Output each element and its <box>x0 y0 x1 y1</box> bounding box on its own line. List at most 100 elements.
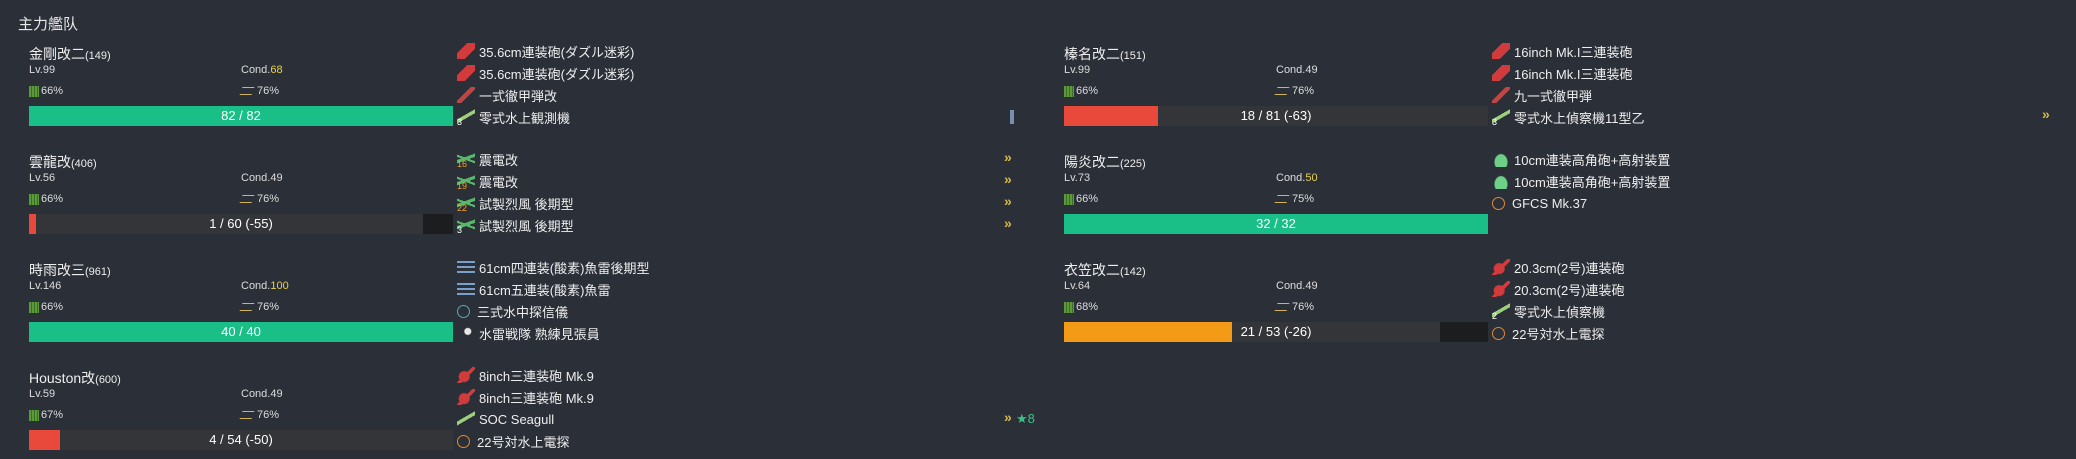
ship-name: Houston改(600) <box>29 370 121 386</box>
ship-level: Lv.56 <box>29 172 56 184</box>
slot-indicator <box>1010 110 1014 124</box>
proficiency-icon: » <box>2042 106 2050 122</box>
fuel-icon <box>1064 85 1074 97</box>
gun-red-icon <box>1492 281 1510 297</box>
equip-item[interactable]: 19 震電改 <box>457 173 519 191</box>
equip-item[interactable]: 3 零式水上偵察機11型乙 <box>1492 109 1645 127</box>
equip-item[interactable]: 20.3cm(2号)連装砲 <box>1492 278 1625 300</box>
aa-gun-icon <box>1492 173 1510 189</box>
equip-item[interactable]: 22号対水上電探 <box>1492 322 1604 344</box>
equip-item[interactable]: 3 試製烈風 後期型 <box>457 217 574 235</box>
hp-bar: 4 / 54 (-50) <box>29 430 453 450</box>
equip-item[interactable]: 22号対水上電探 <box>457 430 569 452</box>
fuel-icon <box>29 193 39 205</box>
equip-item[interactable]: 10cm連装高角砲+高射装置 <box>1492 170 1670 192</box>
fighter-icon: 22 <box>457 195 475 213</box>
fuel-status: 68% <box>1064 301 1098 313</box>
aa-gun-icon <box>1492 151 1510 167</box>
equip-item[interactable]: 61cm四連装(酸素)魚雷後期型 <box>457 256 649 278</box>
equip-item[interactable]: 3 零式水上観測機 <box>457 109 571 127</box>
torpedo-icon <box>457 283 475 295</box>
ammo-status: 76% <box>239 301 279 313</box>
ammo-icon <box>239 411 255 419</box>
ship-cond: Cond.49 <box>241 172 283 184</box>
fighter-icon: 3 <box>457 217 475 235</box>
hp-bar: 21 / 53 (-26) <box>1064 322 1488 342</box>
shell-icon <box>457 87 475 103</box>
proficiency-icon: » <box>1004 409 1012 425</box>
equip-item[interactable]: 16 震電改 <box>457 151 519 169</box>
equip-item[interactable]: 61cm五連装(酸素)魚雷 <box>457 278 610 300</box>
radar-icon <box>457 434 470 448</box>
crew-icon <box>457 325 475 341</box>
fleet-title: 主力艦队 <box>18 16 79 33</box>
ship-card[interactable]: 雲龍改(406) Lv.56 Cond.49 66% 76% 1 / 60 (-… <box>19 152 459 242</box>
equip-item[interactable]: 22 試製烈風 後期型 <box>457 195 574 213</box>
ship-card[interactable]: 時雨改三(961) Lv.146 Cond.100 66% 76% 40 / 4… <box>19 260 459 350</box>
ship-card[interactable]: 榛名改二(151) Lv.99 Cond.49 66% 76% 18 / 81 … <box>1054 44 1494 134</box>
fuel-status: 66% <box>29 85 63 97</box>
ship-level: Lv.73 <box>1064 172 1091 184</box>
shell-icon <box>1492 87 1510 103</box>
hp-bar: 1 / 60 (-55) <box>29 214 453 234</box>
fuel-icon <box>1064 301 1074 313</box>
ammo-icon <box>239 303 255 311</box>
equip-item[interactable]: 16inch Mk.I三連装砲 <box>1492 62 1632 84</box>
fuel-status: 66% <box>1064 85 1098 97</box>
ammo-status: 76% <box>1274 301 1314 313</box>
ship-cond: Cond.49 <box>1276 280 1318 292</box>
equip-item[interactable]: 2 零式水上偵察機 <box>1492 303 1606 321</box>
ship-cond: Cond.50 <box>1276 172 1318 184</box>
hp-bar: 32 / 32 <box>1064 214 1488 234</box>
equip-item[interactable]: 一式徹甲弾改 <box>457 84 557 106</box>
hp-bar: 40 / 40 <box>29 322 453 342</box>
fighter-icon: 16 <box>457 151 475 169</box>
equip-item[interactable]: 三式水中探信儀 <box>457 300 568 322</box>
ship-cond: Cond.68 <box>241 64 283 76</box>
equip-item[interactable]: 35.6cm連装砲(ダズル迷彩) <box>457 40 634 62</box>
equip-item[interactable]: 8inch三連装砲 Mk.9 <box>457 364 594 386</box>
ship-card[interactable]: 衣笠改二(142) Lv.64 Cond.49 68% 76% 21 / 53 … <box>1054 260 1494 350</box>
gun-red-icon <box>1492 65 1510 81</box>
ship-name: 金剛改二(149) <box>29 46 111 62</box>
ammo-status: 75% <box>1274 193 1314 205</box>
gun-red-icon <box>457 367 475 383</box>
fuel-icon <box>29 85 39 97</box>
sonar-icon <box>457 304 470 318</box>
fuel-status: 66% <box>29 301 63 313</box>
ammo-icon <box>239 195 255 203</box>
ship-name: 雲龍改(406) <box>29 154 97 170</box>
ship-name: 時雨改三(961) <box>29 262 111 278</box>
equip-item[interactable]: 35.6cm連装砲(ダズル迷彩) <box>457 62 634 84</box>
ship-cond: Cond.49 <box>241 388 283 400</box>
equip-item[interactable]: 16inch Mk.I三連装砲 <box>1492 40 1632 62</box>
torpedo-icon <box>457 261 475 273</box>
ship-level: Lv.59 <box>29 388 56 400</box>
equip-item[interactable]: GFCS Mk.37 <box>1492 192 1587 214</box>
radar-icon <box>1492 196 1505 210</box>
equip-item[interactable]: 九一式徹甲弾 <box>1492 84 1592 106</box>
seaplane-icon: 3 <box>1492 109 1510 127</box>
equip-item[interactable]: SOC Seagull <box>457 408 554 430</box>
ship-level: Lv.146 <box>29 280 62 292</box>
equip-item[interactable]: 20.3cm(2号)連装砲 <box>1492 256 1625 278</box>
ammo-status: 76% <box>1274 85 1314 97</box>
seaplane-icon: 3 <box>457 109 475 127</box>
ship-cond: Cond.49 <box>1276 64 1318 76</box>
fuel-status: 66% <box>29 193 63 205</box>
fighter-icon: 19 <box>457 173 475 191</box>
gun-red-icon <box>1492 43 1510 59</box>
equip-item[interactable]: 水雷戦隊 熟練見張員 <box>457 322 600 344</box>
equip-item[interactable]: 10cm連装高角砲+高射装置 <box>1492 148 1670 170</box>
ammo-status: 76% <box>239 85 279 97</box>
ship-card[interactable]: 陽炎改二(225) Lv.73 Cond.50 66% 75% 32 / 32 <box>1054 152 1494 242</box>
fuel-icon <box>1064 193 1074 205</box>
gun-red-icon <box>457 65 475 81</box>
ship-name: 衣笠改二(142) <box>1064 262 1146 278</box>
ship-card[interactable]: Houston改(600) Lv.59 Cond.49 67% 76% 4 / … <box>19 368 459 458</box>
ammo-icon <box>239 87 255 95</box>
gun-red-icon <box>457 43 475 59</box>
equip-item[interactable]: 8inch三連装砲 Mk.9 <box>457 386 594 408</box>
ship-level: Lv.99 <box>1064 64 1091 76</box>
ship-card[interactable]: 金剛改二(149) Lv.99 Cond.68 66% 76% 82 / 82 <box>19 44 459 134</box>
